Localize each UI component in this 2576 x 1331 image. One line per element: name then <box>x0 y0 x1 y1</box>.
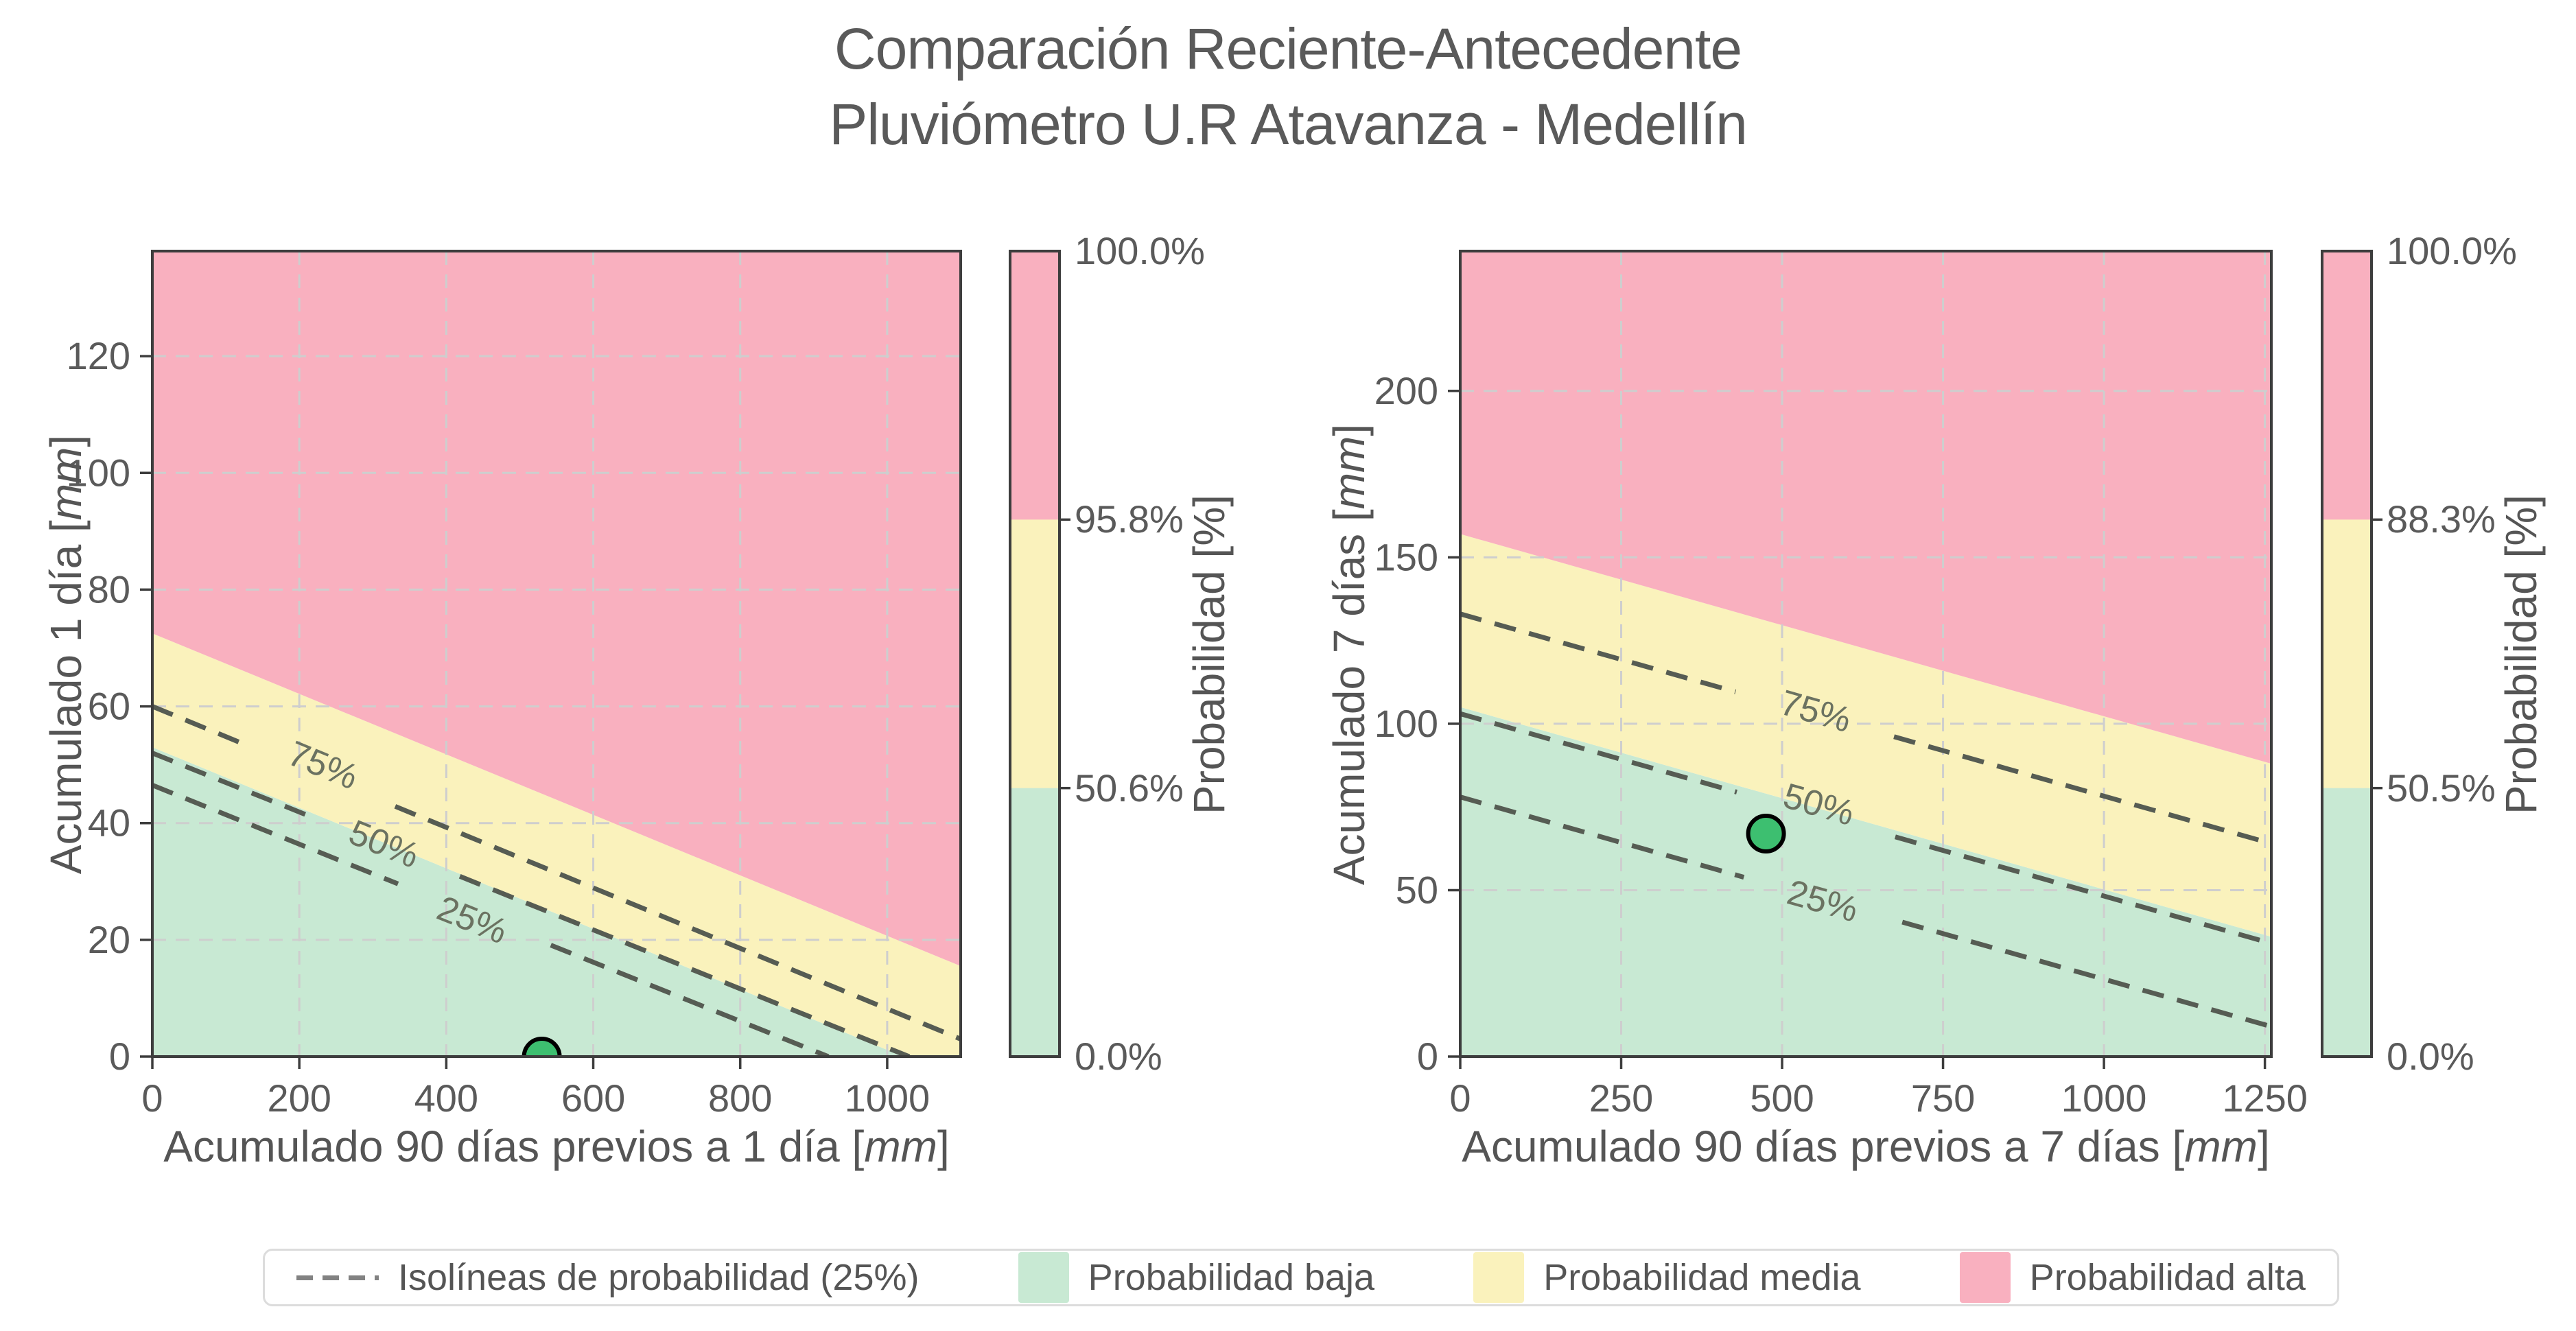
x-tick-label: 1250 <box>2222 1076 2308 1120</box>
isoline-25% <box>152 783 399 886</box>
isoline-50% <box>458 874 911 1057</box>
colorbar-segment-region_medium <box>2322 519 2372 789</box>
x-tick-label: 400 <box>414 1076 478 1120</box>
data-point <box>522 1037 562 1057</box>
colorbar-segment-region_high <box>2322 251 2372 521</box>
region-low <box>1460 707 2271 1057</box>
y-tick-label: 0 <box>109 1035 130 1078</box>
isoline-75% <box>1893 734 2271 846</box>
isoline-75% <box>152 704 244 746</box>
yellow-swatch-icon <box>1473 1252 1525 1303</box>
region-medium <box>1460 534 2271 937</box>
x-tick-label: 0 <box>1449 1076 1471 1120</box>
isoline-25% <box>550 943 830 1057</box>
y-tick-label: 120 <box>67 334 130 377</box>
data-point <box>1746 814 1786 853</box>
legend-label: Probabilidad baja <box>1088 1257 1374 1298</box>
colorbar-frame <box>2321 250 2373 1058</box>
y-tick-label: 0 <box>1417 1035 1438 1078</box>
x-tick-label: 500 <box>1750 1076 1814 1120</box>
y-tick-label: 80 <box>88 567 130 611</box>
x-tick-label: 200 <box>267 1076 331 1120</box>
y-tick-label: 50 <box>1396 868 1438 911</box>
y-tick-label: 20 <box>88 918 130 961</box>
colorbar-segment-region_high <box>1010 251 1059 521</box>
colorbar-label-plot2: Probabilidad [%] <box>2496 494 2546 815</box>
colorbar1-tick-0: 0.0% <box>1075 1035 1162 1078</box>
colorbar-label-plot1: Probabilidad [%] <box>1184 494 1234 815</box>
dashed-line-icon <box>296 1275 379 1280</box>
colorbar2-tick-100: 100.0% <box>2387 229 2517 272</box>
legend-item-high: Probabilidad alta <box>1959 1252 2306 1303</box>
colorbar-segment-region_low <box>2322 788 2372 1057</box>
isoline-50% <box>152 751 308 818</box>
x-tick-label: 800 <box>708 1076 772 1120</box>
isoline-75% <box>394 804 961 1041</box>
y-axis-label-plot2: Acumulado 7 días [mm] <box>1324 423 1374 886</box>
y-tick-label: 200 <box>1374 369 1438 412</box>
x-tick-label: 750 <box>1911 1076 1975 1120</box>
plot-frame <box>1459 250 2273 1058</box>
y-tick-label: 100 <box>1374 702 1438 745</box>
y-tick-label: 60 <box>88 685 130 728</box>
colorbar1-tick-mid-low: 50.6% <box>1075 766 1184 810</box>
legend-item-low: Probabilidad baja <box>1018 1252 1374 1303</box>
colorbar-frame <box>1009 250 1061 1058</box>
isoline-25% <box>1460 794 1745 880</box>
isoline-50% <box>1894 834 2271 946</box>
x-tick-label: 250 <box>1589 1076 1653 1120</box>
legend: Isolíneas de probabilidad (25%) Probabil… <box>263 1249 2339 1306</box>
y-axis-label-plot1: Acumulado 1 día [mm] <box>41 434 91 875</box>
page-title: Comparación Reciente-Antecedente Pluvióm… <box>0 11 2576 162</box>
x-tick-label: 1000 <box>2061 1076 2147 1120</box>
region-medium <box>152 633 961 1057</box>
region-high <box>1460 251 2271 764</box>
legend-label: Probabilidad alta <box>2029 1257 2306 1298</box>
legend-item-medium: Probabilidad media <box>1473 1252 1860 1303</box>
pink-swatch-icon <box>1959 1252 2011 1303</box>
legend-label: Probabilidad media <box>1543 1257 1861 1298</box>
title-line-2: Pluviómetro U.R Atavanza - Medellín <box>829 92 1748 156</box>
colorbar-segment-region_low <box>1010 788 1059 1057</box>
colorbar-segment-region_medium <box>1010 519 1059 789</box>
title-line-1: Comparación Reciente-Antecedente <box>834 16 1742 81</box>
y-tick-label: 40 <box>88 801 130 845</box>
x-tick-label: 0 <box>141 1076 163 1120</box>
legend-item-isolines: Isolíneas de probabilidad (25%) <box>296 1256 919 1299</box>
isoline-25% <box>1901 919 2271 1029</box>
colorbar2-tick-0: 0.0% <box>2387 1035 2474 1078</box>
plot-frame <box>151 250 962 1058</box>
isoline-50% <box>1460 711 1737 794</box>
green-swatch-icon <box>1018 1252 1069 1303</box>
x-tick-label: 600 <box>561 1076 625 1120</box>
x-axis-label-plot2: Acumulado 90 días previos a 7 días [mm] <box>1462 1122 2270 1171</box>
colorbar2-tick-mid-low: 50.5% <box>2387 766 2496 810</box>
colorbar1-tick-mid-high: 95.8% <box>1075 497 1184 541</box>
legend-label: Isolíneas de probabilidad (25%) <box>398 1257 920 1298</box>
colorbar2-tick-mid-high: 88.3% <box>2387 497 2496 541</box>
x-tick-label: 1000 <box>845 1076 930 1120</box>
plot-1: 75%50%25%0 200 400 600 800 100002040608010012… <box>67 250 1070 1120</box>
region-high <box>152 251 961 967</box>
y-tick-label: 100 <box>67 451 130 494</box>
y-tick-label: 150 <box>1374 535 1438 578</box>
isoline-75% <box>1460 611 1737 694</box>
colorbar1-tick-100: 100.0% <box>1075 229 1205 272</box>
x-axis-label-plot1: Acumulado 90 días previos a 1 día [mm] <box>163 1122 950 1171</box>
